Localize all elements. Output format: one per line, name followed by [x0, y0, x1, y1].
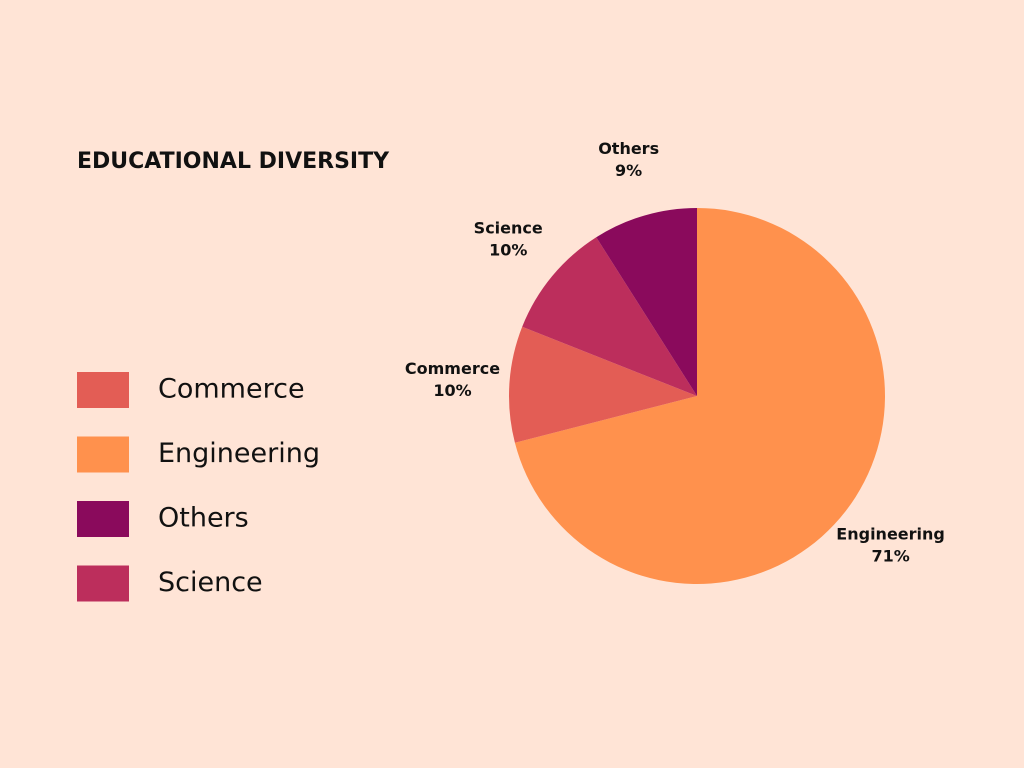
- slice-label: Science: [474, 218, 543, 237]
- slice-value: 71%: [871, 547, 909, 566]
- pie-slice: [596, 208, 697, 396]
- legend-label: Engineering: [158, 438, 320, 469]
- chart-title: EDUCATIONAL DIVERSITY: [77, 149, 390, 174]
- legend-swatch: [77, 372, 129, 408]
- slice-value: 10%: [489, 240, 527, 259]
- legend-swatch: [77, 436, 129, 473]
- pie-slice: [514, 208, 885, 584]
- slice-value: 9%: [615, 161, 642, 180]
- legend-label: Commerce: [158, 374, 305, 405]
- slice-label: Others: [598, 139, 659, 158]
- pie-slice: [522, 237, 697, 396]
- pie-slice: [509, 326, 697, 443]
- legend-label: Science: [158, 567, 263, 598]
- slice-label: Engineering: [836, 525, 945, 544]
- legend-label: Others: [158, 503, 249, 534]
- legend-swatch: [77, 565, 129, 602]
- slice-label: Commerce: [405, 359, 500, 378]
- slice-value: 10%: [433, 381, 471, 400]
- legend-swatch: [77, 501, 129, 537]
